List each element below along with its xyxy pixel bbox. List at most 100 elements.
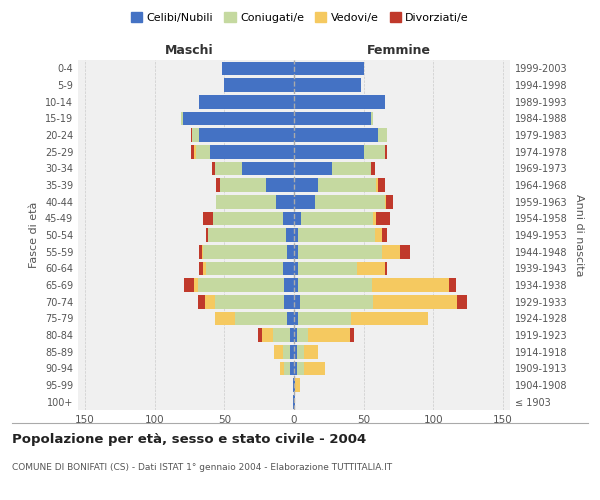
Bar	[284, 278, 294, 292]
Bar	[308, 328, 350, 342]
Text: Maschi: Maschi	[165, 44, 214, 57]
Bar	[382, 228, 388, 242]
Bar	[372, 278, 449, 292]
Bar	[371, 162, 375, 175]
Bar	[205, 295, 215, 308]
Bar	[385, 195, 386, 208]
Bar	[298, 312, 351, 325]
Bar	[199, 128, 294, 142]
Bar	[294, 228, 298, 242]
Bar	[294, 328, 297, 342]
Bar	[191, 145, 194, 158]
Bar	[299, 295, 373, 308]
Bar	[199, 95, 294, 108]
Bar	[298, 245, 382, 258]
Bar	[220, 178, 266, 192]
Bar	[198, 278, 284, 292]
Bar	[332, 162, 371, 175]
Bar	[449, 278, 455, 292]
Bar	[298, 262, 357, 275]
Bar	[258, 328, 262, 342]
Bar	[182, 112, 294, 125]
Bar	[364, 145, 385, 158]
Bar	[215, 312, 235, 325]
Bar	[385, 262, 388, 275]
Bar	[304, 362, 325, 375]
Bar	[294, 145, 364, 158]
Bar	[400, 245, 410, 258]
Bar	[212, 162, 215, 175]
Bar	[283, 262, 294, 275]
Bar	[206, 262, 283, 275]
Bar	[262, 328, 273, 342]
Bar	[350, 328, 354, 342]
Bar	[457, 295, 467, 308]
Bar	[298, 278, 372, 292]
Bar	[373, 295, 457, 308]
Bar	[221, 62, 294, 75]
Bar	[294, 345, 297, 358]
Bar	[297, 362, 304, 375]
Bar	[191, 128, 192, 142]
Bar	[294, 112, 371, 125]
Bar	[224, 78, 294, 92]
Bar	[192, 128, 199, 142]
Bar	[242, 162, 294, 175]
Bar	[208, 228, 286, 242]
Bar	[386, 195, 393, 208]
Bar	[202, 245, 203, 258]
Bar	[294, 295, 299, 308]
Bar	[215, 295, 284, 308]
Legend: Celibi/Nubili, Coniugati/e, Vedovi/e, Divorziati/e: Celibi/Nubili, Coniugati/e, Vedovi/e, Di…	[127, 8, 473, 28]
Bar	[293, 395, 294, 408]
Bar	[216, 195, 276, 208]
Bar	[287, 312, 294, 325]
Text: COMUNE DI BONIFATI (CS) - Dati ISTAT 1° gennaio 2004 - Elaborazione TUTTITALIA.I: COMUNE DI BONIFATI (CS) - Dati ISTAT 1° …	[12, 462, 392, 471]
Bar	[203, 212, 213, 225]
Bar	[184, 278, 194, 292]
Bar	[290, 362, 294, 375]
Bar	[203, 245, 287, 258]
Bar	[294, 95, 385, 108]
Bar	[294, 128, 377, 142]
Bar	[297, 328, 308, 342]
Bar	[276, 195, 294, 208]
Bar	[293, 378, 294, 392]
Bar	[385, 145, 388, 158]
Bar	[235, 312, 287, 325]
Bar	[294, 395, 295, 408]
Bar	[294, 178, 317, 192]
Bar	[194, 145, 196, 158]
Bar	[304, 345, 317, 358]
Bar	[196, 145, 211, 158]
Bar	[294, 212, 301, 225]
Bar	[295, 378, 299, 392]
Bar	[382, 245, 400, 258]
Y-axis label: Anni di nascita: Anni di nascita	[574, 194, 584, 276]
Text: Femmine: Femmine	[367, 44, 431, 57]
Bar	[284, 362, 290, 375]
Bar	[181, 112, 182, 125]
Bar	[280, 362, 284, 375]
Bar	[294, 245, 298, 258]
Bar	[286, 228, 294, 242]
Bar	[274, 345, 283, 358]
Bar	[357, 262, 385, 275]
Bar	[194, 278, 198, 292]
Bar	[287, 245, 294, 258]
Bar	[283, 345, 290, 358]
Bar	[211, 145, 294, 158]
Bar	[377, 128, 388, 142]
Bar	[351, 312, 428, 325]
Bar	[284, 295, 294, 308]
Bar	[294, 78, 361, 92]
Bar	[294, 62, 364, 75]
Bar	[213, 212, 283, 225]
Bar	[203, 262, 206, 275]
Bar	[294, 162, 332, 175]
Bar	[371, 112, 373, 125]
Bar	[317, 178, 376, 192]
Text: Popolazione per età, sesso e stato civile - 2004: Popolazione per età, sesso e stato civil…	[12, 432, 366, 446]
Bar	[216, 178, 220, 192]
Bar	[215, 162, 242, 175]
